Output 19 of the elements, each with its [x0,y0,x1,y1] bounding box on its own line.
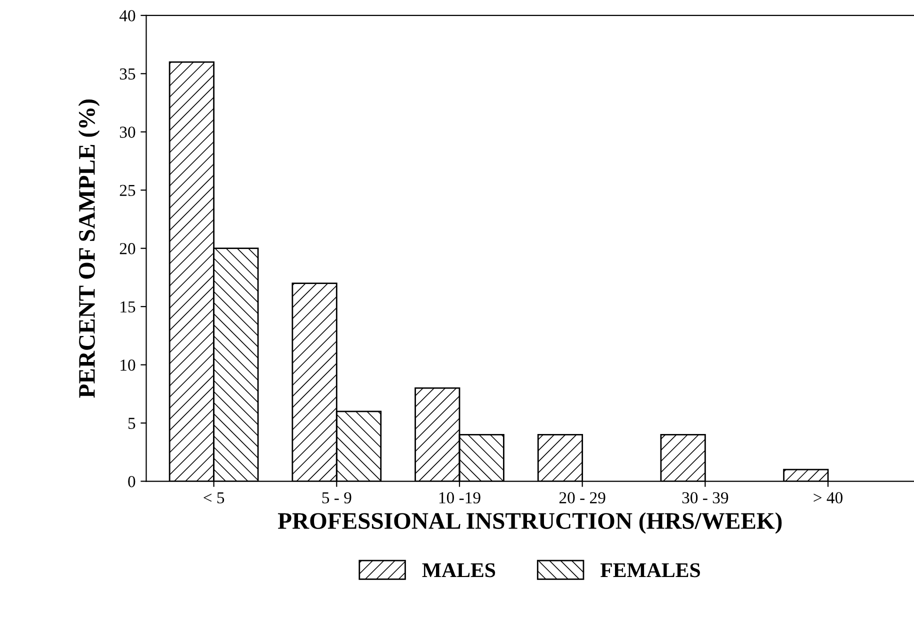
y-tick-label: 15 [120,301,136,313]
y-tick-label: 20 [120,243,136,254]
y-axis-title: PERCENT OF SAMPLE (%) [78,100,100,398]
x-tick-label: 20 - 29 [559,492,606,504]
y-tick-label: 10 [120,360,136,371]
legend-label: MALES [422,563,496,578]
x-tick-label: < 5 [204,492,224,504]
x-tick-label: 10 -19 [439,492,480,504]
x-tick-label: > 40 [814,492,842,504]
x-tick-label: 30 - 39 [682,492,728,504]
x-tick-label: 5 - 9 [322,492,352,504]
legend-label: FEMALES [600,563,700,578]
y-tick-label: 25 [120,184,136,196]
y-tick-label: 5 [128,418,136,429]
x-axis-title: PROFESSIONAL INSTRUCTION (HRS/WEEK) [278,512,782,534]
y-tick-label: 30 [120,126,136,138]
y-tick-label: 40 [119,10,136,22]
y-tick-label: 35 [120,68,136,80]
y-tick-label: 0 [128,476,136,488]
